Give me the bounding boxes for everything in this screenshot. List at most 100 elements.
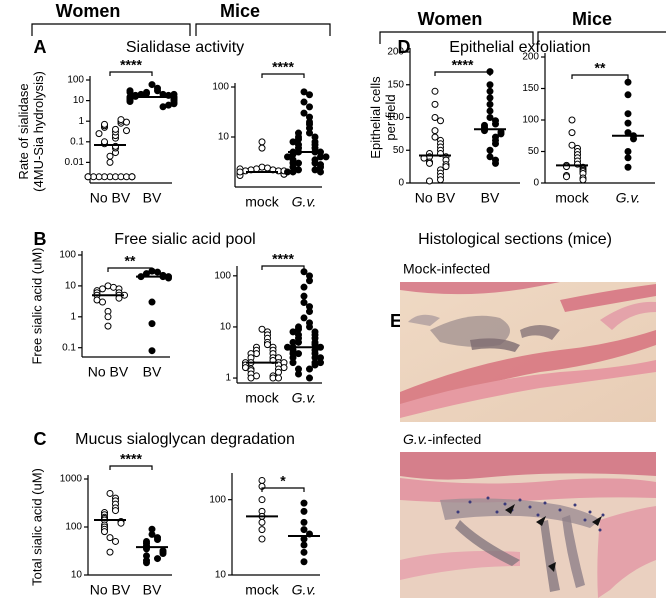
- data-point: [568, 141, 576, 149]
- significance-label: ****: [120, 451, 142, 467]
- data-point: [84, 173, 92, 181]
- y-tick-label: 1: [70, 311, 76, 322]
- data-point: [624, 154, 632, 162]
- y-tick-label: 200: [522, 52, 539, 63]
- y-tick-label: 100: [212, 82, 229, 93]
- dot-plot: 1 10 100 mock G.v. ****: [214, 251, 324, 406]
- data-point: [486, 100, 494, 108]
- dot-plot: 0.01 0.1 1 10 100 No BV BV ****Sialidase activi…: [16, 37, 244, 206]
- y-tick-label: 100: [214, 270, 231, 281]
- data-point: [289, 328, 297, 336]
- data-point: [154, 87, 161, 95]
- data-point: [306, 374, 313, 382]
- y-tick-label: 100: [59, 250, 76, 261]
- data-point: [275, 368, 282, 376]
- data-point: [99, 298, 106, 306]
- data-point: [579, 176, 587, 184]
- data-point: [258, 325, 266, 333]
- data-point: [258, 535, 266, 543]
- data-point: [101, 120, 108, 128]
- significance-bracket: [261, 73, 305, 78]
- data-point: [442, 163, 450, 171]
- significance-bracket: [107, 267, 153, 272]
- y-tick-label: 100: [65, 522, 82, 533]
- data-point: [306, 323, 313, 331]
- data-point: [159, 103, 167, 111]
- data-point: [431, 87, 439, 95]
- data-point: [492, 159, 499, 167]
- data-point: [300, 283, 308, 291]
- data-point: [148, 347, 156, 355]
- data-point: [306, 308, 313, 316]
- y-tick-label: 1000: [60, 474, 83, 485]
- data-point: [123, 118, 130, 126]
- data-point: [486, 81, 494, 89]
- data-point: [568, 116, 576, 124]
- data-point: [624, 148, 632, 155]
- x-tick-label: BV: [481, 190, 500, 206]
- data-point: [247, 374, 255, 382]
- data-point: [306, 365, 313, 373]
- data-point: [289, 138, 297, 146]
- data-point: [300, 88, 308, 96]
- significance-bracket: [434, 71, 491, 76]
- x-tick-label: mock: [555, 190, 589, 206]
- header-bracket: [379, 31, 666, 44]
- y-tick-label: 10: [215, 570, 227, 581]
- data-point: [486, 107, 494, 115]
- data-point: [101, 138, 108, 146]
- header: Women: [56, 1, 121, 21]
- data-point: [306, 129, 313, 137]
- data-point: [123, 127, 130, 135]
- data-point: [300, 541, 308, 549]
- x-tick-label: G.v.: [292, 390, 317, 406]
- data-point: [624, 163, 632, 171]
- panel-letter: B: [34, 229, 47, 249]
- data-point: [624, 129, 632, 137]
- dot-plot: 0 50 100 150 200 mock G.v. **: [522, 52, 655, 206]
- data-point: [300, 109, 308, 117]
- significance-bracket: [109, 71, 153, 76]
- data-point: [95, 130, 103, 138]
- y-tick-label: 100: [522, 115, 539, 126]
- significance-bracket: [261, 487, 305, 492]
- significance-label: ****: [272, 251, 294, 267]
- data-point: [437, 176, 444, 184]
- significance-label: ****: [272, 59, 294, 75]
- y-tick-label: 0: [398, 178, 404, 189]
- header-bracket: [31, 23, 331, 36]
- data-point: [236, 168, 244, 176]
- data-point: [106, 534, 114, 542]
- panel-letter: E: [390, 311, 402, 331]
- data-point: [289, 359, 297, 367]
- data-point: [117, 116, 125, 124]
- y-axis-label: Total sialic acid (uM): [29, 468, 44, 586]
- data-point: [322, 153, 330, 161]
- x-tick-label: No BV: [90, 190, 131, 206]
- y-tick-label: 0.1: [62, 342, 76, 353]
- data-point: [143, 559, 150, 567]
- data-point: [486, 94, 494, 102]
- data-point: [306, 277, 313, 285]
- dot-plot: 0 50 100 150 200 No BV BV ****Epithelial exfoli…: [368, 37, 591, 206]
- data-point: [106, 158, 114, 166]
- data-point: [128, 173, 136, 181]
- data-point: [624, 78, 632, 86]
- data-point: [159, 550, 167, 558]
- data-point: [300, 507, 308, 515]
- data-point: [258, 526, 266, 534]
- x-tick-label: mock: [245, 390, 279, 406]
- data-point: [295, 370, 302, 378]
- y-tick-label: 10: [218, 132, 230, 143]
- panel-title: Histological sections (mice): [418, 231, 612, 248]
- x-tick-label: mock: [245, 194, 279, 210]
- panel-title: Epithelial exfoliation: [449, 39, 590, 56]
- data-point: [300, 314, 308, 322]
- y-tick-label: 100: [209, 494, 226, 505]
- data-point: [492, 120, 499, 128]
- significance-label: ****: [452, 57, 474, 73]
- data-point: [300, 299, 308, 307]
- data-point: [258, 476, 266, 484]
- data-point: [624, 119, 632, 127]
- data-point: [170, 90, 178, 98]
